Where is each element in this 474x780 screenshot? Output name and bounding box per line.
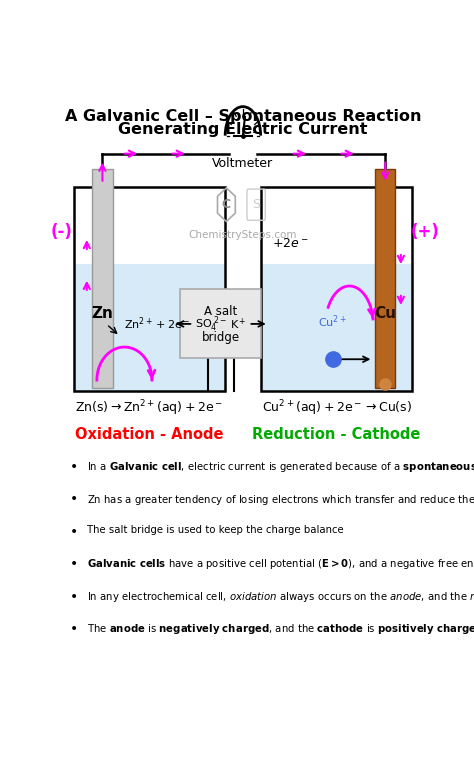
FancyBboxPatch shape [74, 264, 225, 391]
Text: $\mathrm{K^+}$: $\mathrm{K^+}$ [230, 316, 246, 332]
Text: •: • [70, 525, 79, 539]
Text: $\mathrm{SO_4^{\ 2-}}$: $\mathrm{SO_4^{\ 2-}}$ [195, 314, 228, 334]
Text: In a $\bf{Galvanic\ cell}$, electric current is generated because of a $\bf{spon: In a $\bf{Galvanic\ cell}$, electric cur… [87, 460, 474, 474]
Text: •: • [70, 622, 79, 636]
Text: Cu: Cu [374, 306, 396, 321]
Text: The $\bf{anode}$ is $\bf{negatively\ charged}$, and the $\bf{cathode}$ is $\bf{p: The $\bf{anode}$ is $\bf{negatively\ cha… [87, 622, 474, 636]
Text: −: − [226, 128, 234, 138]
Text: •: • [70, 460, 79, 474]
Text: •: • [70, 557, 79, 571]
Text: (+): (+) [410, 222, 439, 240]
Text: −: − [252, 128, 260, 138]
Text: $\mathrm{Cu^{2+}}$: $\mathrm{Cu^{2+}}$ [319, 314, 347, 331]
Text: (-): (-) [50, 222, 72, 240]
Text: $\bf{Galvanic\ cells}$ have a positive cell potential ($\bf{E > 0}$), and a nega: $\bf{Galvanic\ cells}$ have a positive c… [87, 557, 474, 571]
Text: Oxidation - Anode: Oxidation - Anode [75, 427, 224, 442]
Text: Voltmeter: Voltmeter [212, 157, 273, 170]
Text: ChemistrySteps.com: ChemistrySteps.com [189, 230, 297, 240]
Text: A Galvanic Cell – Spontaneous Reaction: A Galvanic Cell – Spontaneous Reaction [64, 108, 421, 123]
FancyBboxPatch shape [375, 168, 395, 388]
Text: C: C [222, 198, 231, 211]
FancyBboxPatch shape [181, 289, 261, 359]
Text: Generating Electric Current: Generating Electric Current [118, 122, 368, 137]
Text: Zn: Zn [91, 306, 113, 321]
FancyBboxPatch shape [261, 264, 412, 391]
Text: S: S [252, 198, 260, 211]
Text: $\mathrm{Zn(s) \rightarrow Zn^{2+}(aq) + 2e^-}$: $\mathrm{Zn(s) \rightarrow Zn^{2+}(aq) +… [75, 398, 223, 418]
Text: $\mathrm{Zn^{2+} + 2e^-}$: $\mathrm{Zn^{2+} + 2e^-}$ [124, 316, 190, 332]
FancyBboxPatch shape [92, 168, 112, 388]
Text: •: • [70, 590, 79, 604]
Text: The salt bridge is used to keep the charge balance: The salt bridge is used to keep the char… [87, 525, 344, 535]
Text: $\mathrm{Cu^{2+}(aq) + 2e^- \rightarrow Cu(s)}$: $\mathrm{Cu^{2+}(aq) + 2e^- \rightarrow … [262, 398, 412, 418]
Text: •: • [70, 492, 79, 506]
Text: A salt: A salt [204, 305, 237, 317]
Text: Reduction - Cathode: Reduction - Cathode [253, 427, 421, 442]
Text: In any electrochemical cell, $\bf{\mathit{oxidation}}$ always occurs on the $\bf: In any electrochemical cell, $\bf{\mathi… [87, 590, 474, 604]
Text: $+2e^-$: $+2e^-$ [272, 237, 309, 250]
Text: bridge: bridge [202, 332, 240, 344]
Text: Zn has a greater tendency of losing electrons which transfer and reduce the $\rm: Zn has a greater tendency of losing elec… [87, 492, 474, 509]
